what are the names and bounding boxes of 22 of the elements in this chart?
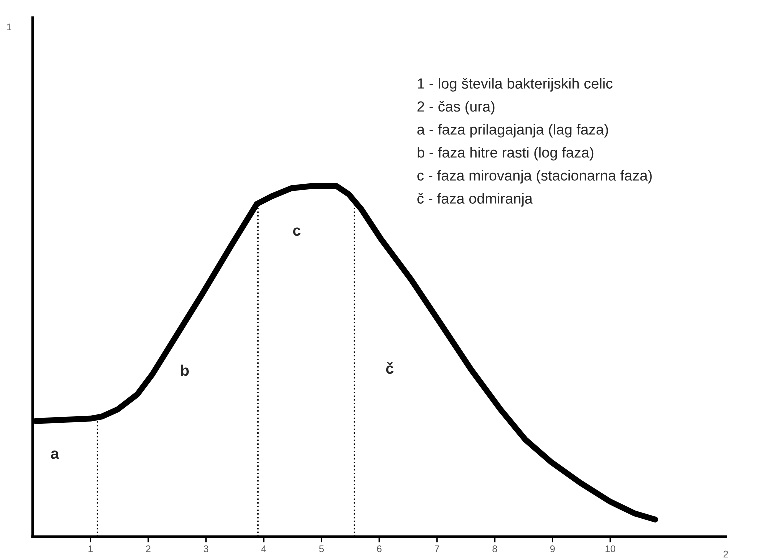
text: c - faza mirovanja (stacionarna faza) xyxy=(418,170,652,184)
x-tick-label: 2 xyxy=(146,546,151,552)
x-tick-label: 7 xyxy=(435,546,440,552)
x-tick-label: 5 xyxy=(319,546,324,552)
annotation: a xyxy=(51,450,60,460)
x-tick-label: 8 xyxy=(492,546,498,552)
text: a - faza prilagajanja (lag faza) xyxy=(418,124,608,138)
x-tick-label: 1 xyxy=(88,546,93,552)
x-tick-label: 9 xyxy=(550,546,555,552)
annotation: č xyxy=(386,362,394,374)
x-tick-label: 10 xyxy=(606,546,616,552)
text: 1 - log števila bakterijskih celic xyxy=(418,78,613,92)
text: 1 xyxy=(7,24,12,31)
annotation: c xyxy=(293,228,301,236)
text: 2 - čas (ura) xyxy=(418,101,495,115)
x-tick-label: 3 xyxy=(204,546,209,552)
text: b - faza hitre rasti (log faza) xyxy=(418,147,594,161)
x-tick-label: 4 xyxy=(262,546,266,552)
annotation: b xyxy=(181,364,190,376)
annotation: č - faza odmiranja xyxy=(418,193,533,207)
x-tick-label: 6 xyxy=(377,546,382,552)
x-axis-title: 2 xyxy=(724,550,728,558)
